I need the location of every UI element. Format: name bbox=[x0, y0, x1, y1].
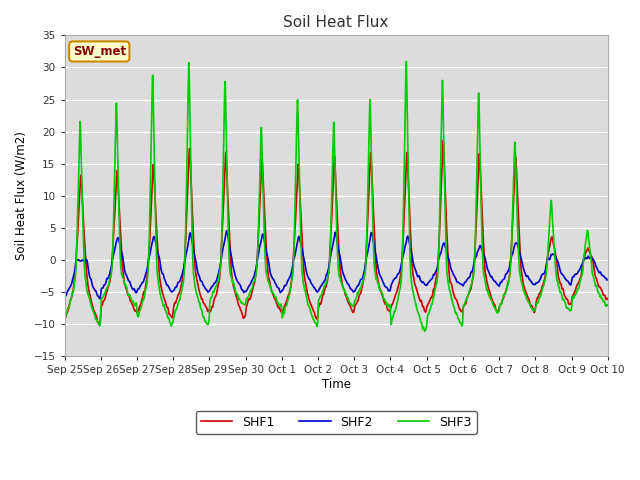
Line: SHF3: SHF3 bbox=[65, 61, 608, 331]
SHF1 bbox=[556, 281, 564, 287]
SHF3 bbox=[572, 292, 579, 298]
Line: SHF1: SHF1 bbox=[65, 141, 608, 324]
SHF2 bbox=[495, 282, 502, 288]
SHF2 bbox=[61, 294, 68, 300]
SHF1 bbox=[364, 216, 372, 221]
SHF1 bbox=[352, 301, 360, 307]
SHF3 bbox=[403, 59, 410, 64]
SHF1 bbox=[572, 287, 579, 293]
SHF3 bbox=[556, 289, 564, 295]
SHF1 bbox=[604, 297, 612, 302]
SHF2 bbox=[556, 268, 564, 274]
SHF3 bbox=[604, 302, 612, 308]
SHF2 bbox=[572, 271, 579, 277]
SHF2 bbox=[212, 278, 220, 284]
SHF2 bbox=[96, 296, 104, 302]
SHF2 bbox=[364, 248, 372, 253]
SHF1 bbox=[495, 309, 502, 314]
SHF3 bbox=[495, 309, 502, 314]
SHF3 bbox=[421, 328, 429, 334]
SHF1 bbox=[440, 138, 447, 144]
SHF2 bbox=[223, 228, 230, 234]
SHF3 bbox=[364, 204, 371, 209]
Line: SHF2: SHF2 bbox=[65, 231, 608, 299]
SHF2 bbox=[353, 286, 360, 291]
SHF1 bbox=[61, 315, 68, 321]
SHF2 bbox=[604, 276, 612, 282]
Y-axis label: Soil Heat Flux (W/m2): Soil Heat Flux (W/m2) bbox=[15, 132, 28, 260]
X-axis label: Time: Time bbox=[322, 378, 351, 391]
SHF3 bbox=[352, 297, 360, 302]
SHF3 bbox=[61, 313, 68, 319]
SHF1 bbox=[212, 292, 220, 298]
Title: Soil Heat Flux: Soil Heat Flux bbox=[284, 15, 389, 30]
Text: SW_met: SW_met bbox=[73, 45, 126, 58]
SHF1 bbox=[95, 321, 103, 327]
SHF3 bbox=[212, 284, 220, 289]
Legend: SHF1, SHF2, SHF3: SHF1, SHF2, SHF3 bbox=[196, 411, 477, 434]
